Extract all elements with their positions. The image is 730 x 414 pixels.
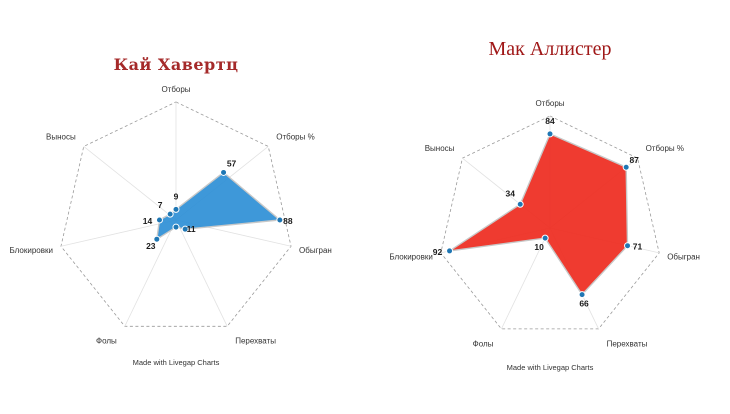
data-point[interactable] [446,247,454,255]
radar-spoke [501,227,551,330]
axis-label: Блокировки [389,252,432,261]
value-label: 9 [174,191,179,201]
value-label: 14 [143,216,153,226]
chart-title: Кай Хавертц [114,55,239,74]
footer-credit: Made with Livegap Charts [133,358,220,367]
axis-label: Фолы [96,337,117,346]
axis-label: Перехваты [607,339,648,348]
series-area [449,132,629,296]
data-point[interactable] [276,216,284,224]
value-label: 57 [227,158,237,168]
value-label: 34 [505,188,515,198]
value-label: 87 [629,155,639,165]
value-label: 92 [433,247,443,257]
value-label: 88 [283,216,293,226]
radar-spoke [124,219,177,327]
data-point[interactable] [181,225,189,233]
value-label: 23 [146,241,156,251]
radar-chart-havertz: Кай Хавертц Отборы Отборы % Обыгран Перехват… [10,55,332,367]
chart-panel-havertz: Кай Хавертц Отборы Отборы % Обыгран Перехват… [10,55,332,367]
radar-chart-mac-allister: Мак Аллистер Отборы Отборы % Обыгран Перехва… [389,38,700,372]
chart-panel-mac-allister: Мак Аллистер Отборы Отборы % Обыгран Перехва… [365,0,730,414]
axis-label: Перехваты [235,337,276,346]
radar-grid-outline [440,115,660,330]
value-label: 71 [633,242,643,252]
axis-label: Выносы [425,144,455,153]
value-label: 84 [545,116,555,126]
data-point[interactable] [541,234,549,242]
radar-spoke [83,146,177,221]
data-point[interactable] [546,130,554,138]
axis-label: Обыгран [299,246,332,255]
chart-title: Мак Аллистер [489,38,612,60]
data-point[interactable] [166,210,174,218]
data-point[interactable] [172,223,180,231]
data-point[interactable] [624,242,632,250]
value-label: 11 [187,224,196,234]
radar-spoke [60,219,177,247]
radar-spoke [175,219,228,327]
data-point[interactable] [220,168,228,176]
value-label: 10 [534,242,544,252]
data-point[interactable] [578,291,586,299]
axis-label: Блокировки [10,246,53,255]
axis-label: Обыгран [667,252,700,261]
data-point[interactable] [153,235,161,243]
axis-label: Отборы % [646,144,684,153]
value-label: 66 [579,299,589,309]
axis-label: Фолы [473,339,494,348]
axis-label: Выносы [46,132,76,141]
axis-label: Отборы % [276,132,314,141]
data-point[interactable] [622,163,630,171]
axis-label: Отборы [535,99,564,108]
data-point[interactable] [516,200,524,208]
data-point[interactable] [155,216,163,224]
footer-credit: Made with Livegap Charts [507,363,594,372]
radar-grid-outline [60,101,292,327]
value-label: 7 [158,200,163,210]
data-point[interactable] [172,205,180,213]
axis-label: Отборы [161,85,190,94]
